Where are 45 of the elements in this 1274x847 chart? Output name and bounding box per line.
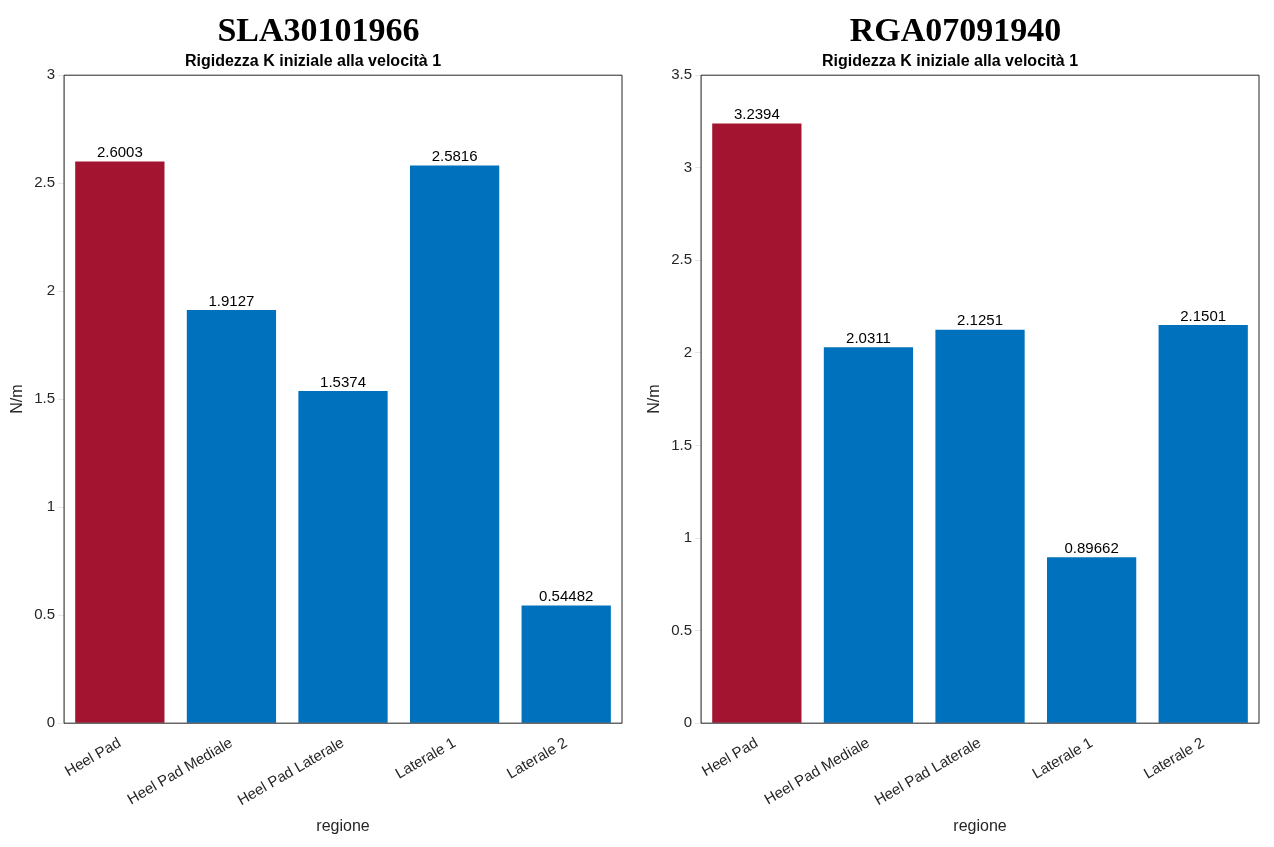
y-tick-label: 3 bbox=[46, 65, 55, 83]
x-axis-title: regione bbox=[952, 816, 1007, 834]
y-tick-label: 1.5 bbox=[670, 435, 692, 453]
y-tick-label: 0 bbox=[46, 713, 55, 731]
data-label: 1.5374 bbox=[319, 372, 366, 390]
y-tick-label: 0.5 bbox=[670, 620, 692, 638]
data-label: 2.1251 bbox=[956, 311, 1003, 329]
bar bbox=[297, 391, 388, 723]
bar bbox=[1046, 557, 1136, 723]
bar bbox=[74, 161, 164, 723]
x-axis-title: regione bbox=[315, 816, 370, 834]
y-tick-label: 1 bbox=[683, 528, 692, 546]
y-tick-label: 0 bbox=[683, 713, 692, 731]
data-label: 3.2394 bbox=[733, 105, 780, 123]
data-label: 2.5816 bbox=[431, 147, 478, 165]
data-label: 2.0311 bbox=[845, 328, 891, 346]
y-tick-label: 3 bbox=[683, 157, 692, 175]
data-label: 1.9127 bbox=[207, 291, 254, 309]
x-tick-label: Heel Pad bbox=[61, 733, 123, 779]
bar bbox=[186, 310, 276, 723]
y-tick-label: 0.5 bbox=[33, 605, 55, 623]
y-axis-title: N/m bbox=[644, 384, 662, 414]
chart-title: SLA30101966 bbox=[217, 10, 420, 50]
y-tick-label: 1 bbox=[46, 497, 55, 515]
y-tick-label: 2 bbox=[46, 281, 55, 299]
y-tick-label: 2.5 bbox=[670, 250, 692, 268]
bar bbox=[409, 165, 499, 723]
bar bbox=[1158, 325, 1248, 723]
chart-title: RGA07091940 bbox=[849, 10, 1062, 50]
data-label: 0.54482 bbox=[538, 587, 593, 605]
bar bbox=[934, 329, 1025, 723]
data-label: 0.89662 bbox=[1064, 538, 1119, 556]
y-tick-label: 2 bbox=[683, 343, 692, 361]
chart-subtitle: Rigidezza K iniziale alla velocità 1 bbox=[821, 52, 1078, 70]
data-label: 2.1501 bbox=[1179, 306, 1226, 324]
bar bbox=[823, 347, 913, 723]
data-label: 2.6003 bbox=[96, 143, 143, 161]
y-tick-label: 3.5 bbox=[670, 65, 692, 83]
x-tick-label: Heel Pad bbox=[698, 733, 760, 779]
y-tick-label: 1.5 bbox=[33, 389, 55, 407]
bar bbox=[521, 605, 611, 723]
y-tick-label: 2.5 bbox=[33, 173, 55, 191]
y-axis-title: N/m bbox=[7, 384, 25, 414]
chart-subtitle: Rigidezza K iniziale alla velocità 1 bbox=[184, 52, 441, 70]
bar bbox=[711, 123, 801, 723]
